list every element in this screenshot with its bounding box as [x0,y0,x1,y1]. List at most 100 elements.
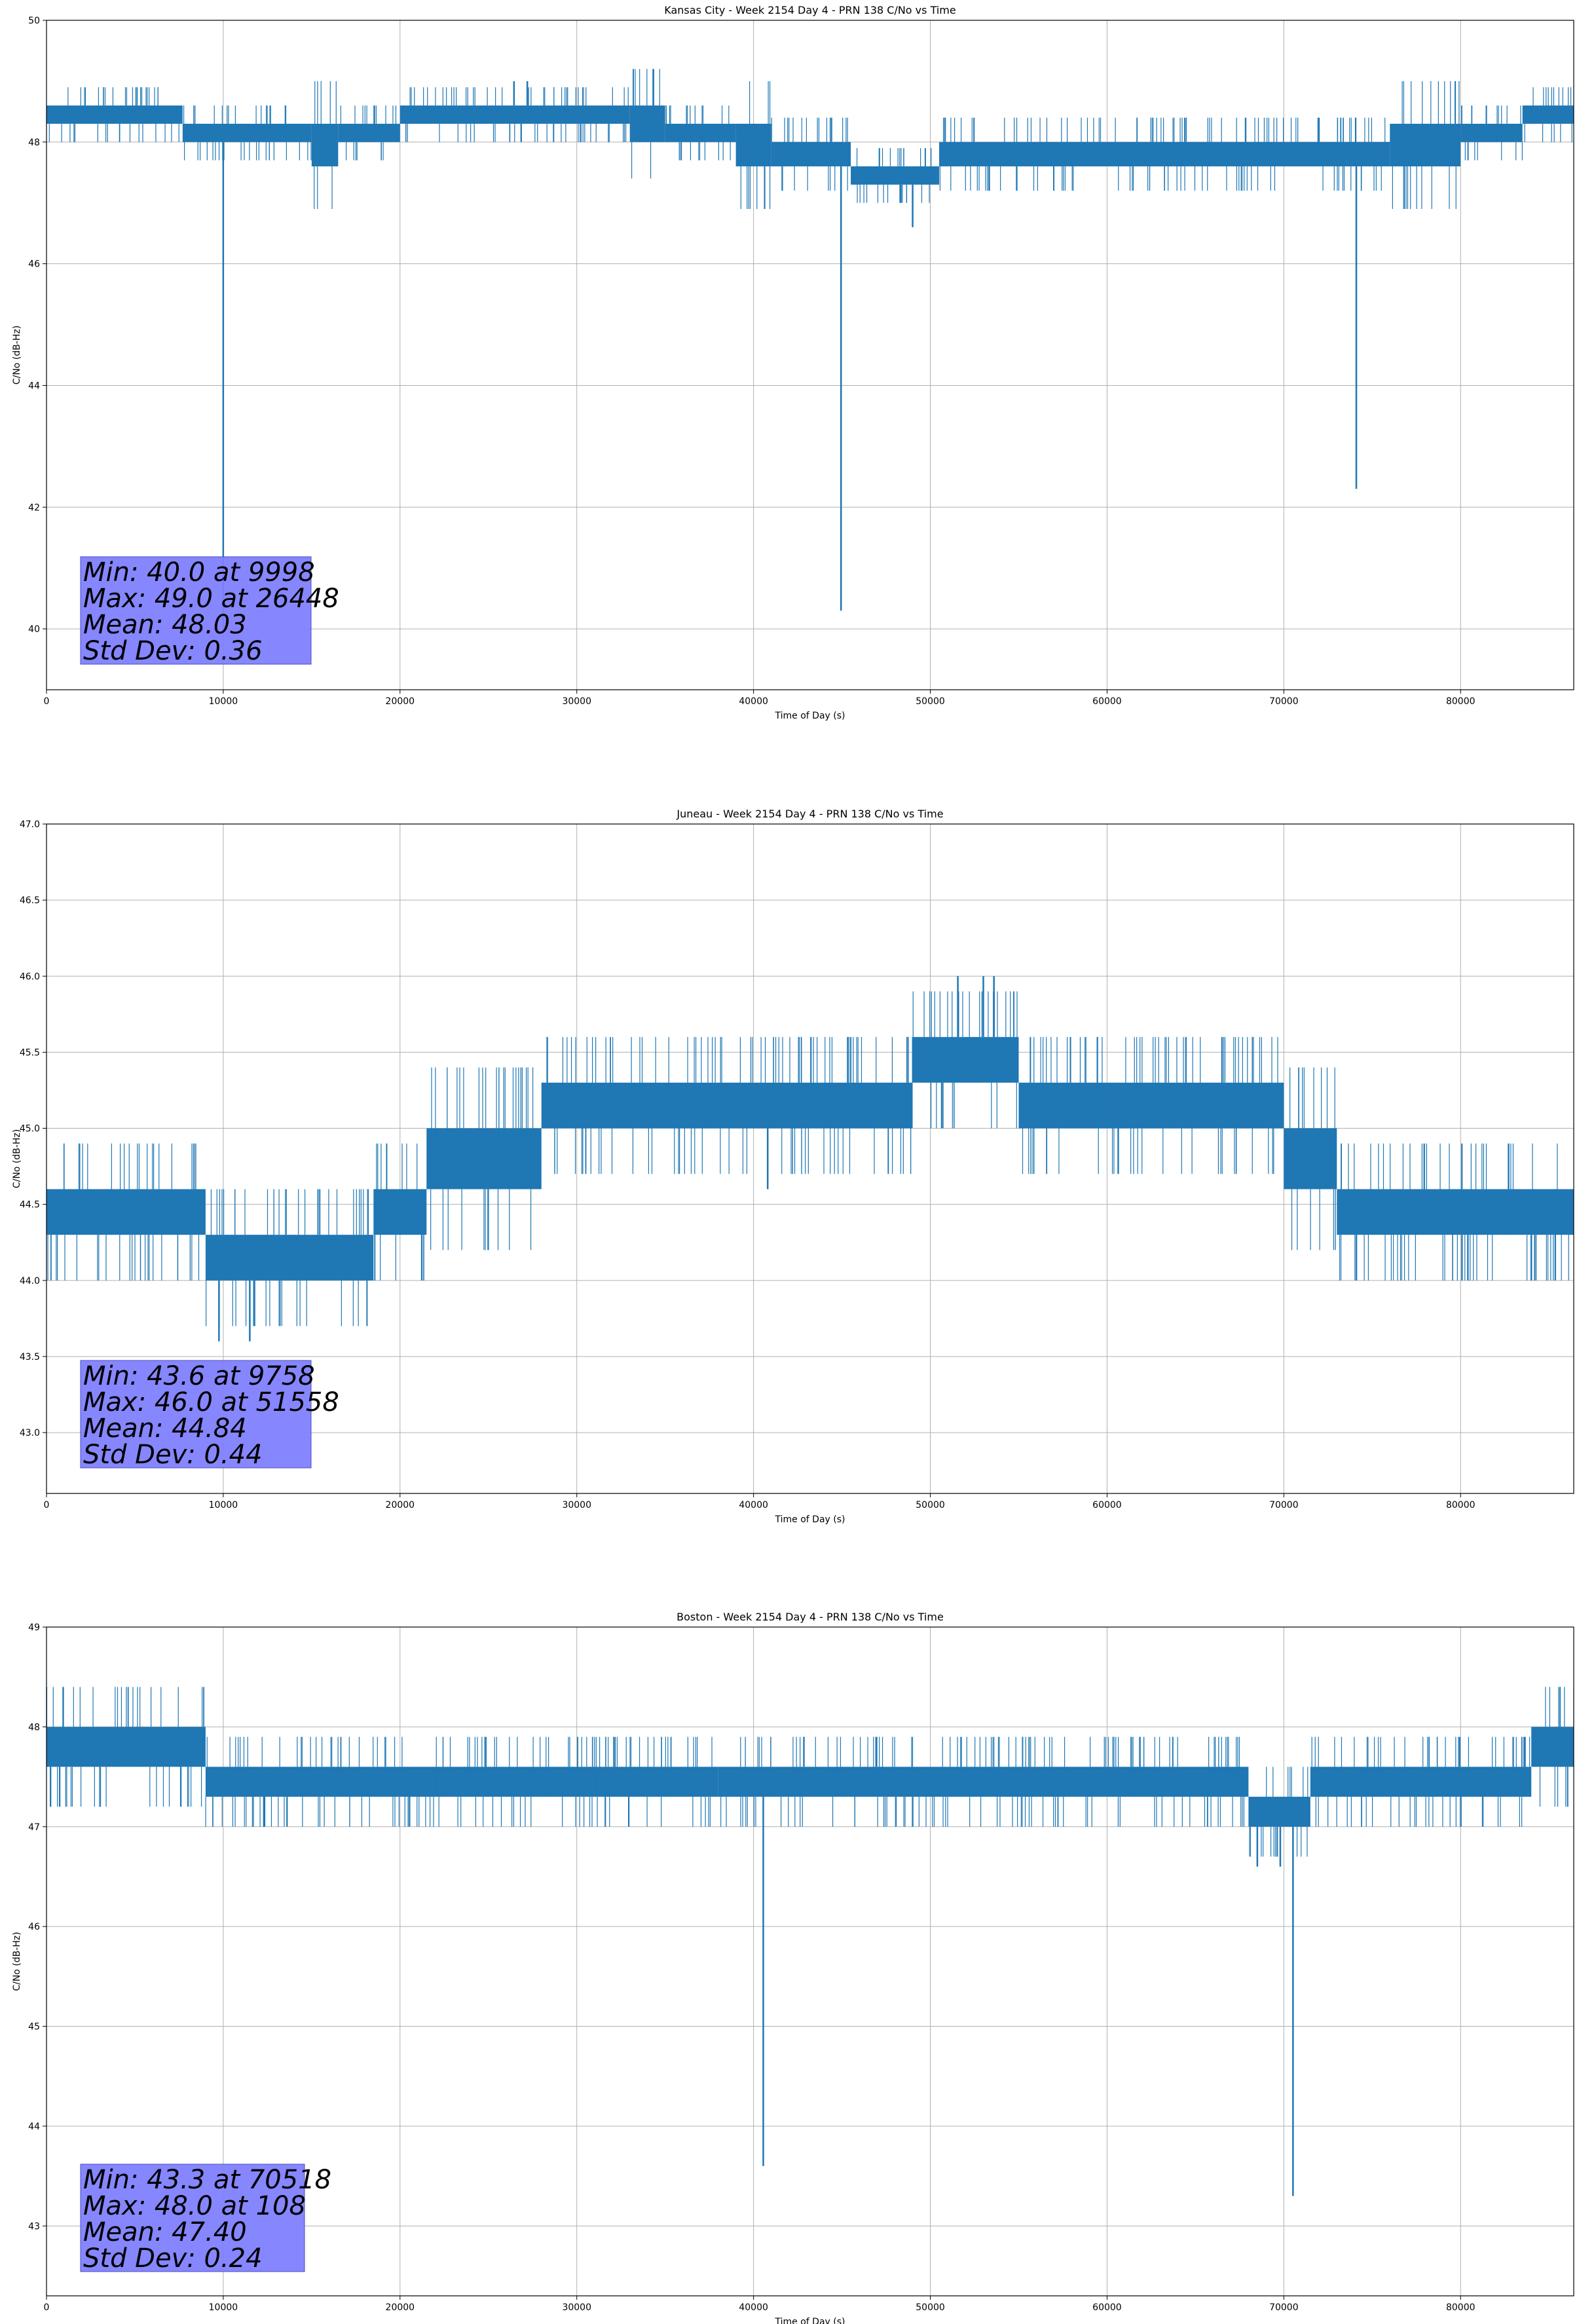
stats-line: Min: 43.3 at 70518 [83,2165,331,2195]
series-band [1390,123,1461,166]
series-band [1248,1797,1310,1827]
y-tick-label: 47.0 [20,819,40,830]
stats-box-background [80,1360,312,1469]
x-tick-label: 80000 [1446,1500,1475,1510]
chart-title: Boston - Week 2154 Day 4 - PRN 138 C/No … [677,1611,944,1623]
series-band [426,1128,542,1190]
y-tick-label: 44.5 [20,1200,40,1210]
x-axis-label: Time of Day (s) [775,2317,845,2324]
y-tick-label: 49 [28,1622,40,1633]
chart-title: Juneau - Week 2154 Day 4 - PRN 138 C/No … [676,808,943,820]
chart-panel-1: Kansas City - Week 2154 Day 4 - PRN 138 … [12,4,1574,721]
stats-line: Mean: 47.40 [83,2217,247,2247]
y-axis-label: C/No (dB-Hz) [12,1932,22,1991]
series-band [1310,1767,1532,1797]
y-tick-label: 46 [28,1922,40,1932]
series-band [939,141,1390,166]
stats-line: Min: 40.0 at 9998 [83,557,315,588]
series-band [912,1037,1019,1083]
series-band [205,1767,718,1797]
y-tick-label: 43.5 [20,1352,40,1362]
x-tick-label: 20000 [386,696,415,707]
y-tick-label: 45.5 [20,1047,40,1058]
data-series [46,976,1574,1341]
x-tick-label: 20000 [386,2302,415,2313]
y-tick-label: 46.0 [20,971,40,982]
x-tick-label: 30000 [562,696,591,707]
x-tick-label: 0 [44,696,50,707]
y-tick-label: 44 [28,381,40,391]
x-axis-label: Time of Day (s) [775,1514,845,1525]
y-tick-label: 42 [28,502,40,513]
x-axis-label: Time of Day (s) [775,711,845,721]
x-tick-label: 70000 [1269,2302,1299,2313]
y-tick-label: 45 [28,2022,40,2033]
y-axis-label: C/No (dB-Hz) [12,1129,22,1188]
y-axis-label: C/No (dB-Hz) [12,326,22,384]
series-band [1522,105,1574,124]
stats-line: Std Dev: 0.44 [83,1440,263,1470]
series-band [1531,1727,1574,1767]
series-band [851,166,940,185]
x-tick-label: 30000 [562,1500,591,1510]
y-tick-label: 46 [28,259,40,270]
axes-frame [46,1626,1574,2296]
y-tick-label: 44 [28,2122,40,2132]
chart-panel-3: Boston - Week 2154 Day 4 - PRN 138 C/No … [12,1611,1574,2324]
stats-line: Mean: 44.84 [83,1414,247,1444]
y-tick-label: 40 [28,624,40,635]
x-tick-label: 60000 [1092,1500,1122,1510]
series-band [338,123,400,142]
x-tick-label: 70000 [1269,1500,1299,1510]
x-tick-label: 80000 [1446,2302,1475,2313]
stats-line: Max: 48.0 at 108 [83,2191,306,2221]
chart-title: Kansas City - Week 2154 Day 4 - PRN 138 … [664,4,955,16]
y-tick-label: 48 [28,138,40,148]
y-tick-label: 48 [28,1722,40,1733]
series-band [665,123,736,142]
stats-box-background [80,2164,305,2272]
y-tick-label: 45.0 [20,1124,40,1134]
axes-frame [46,20,1574,690]
x-tick-label: 10000 [209,1500,238,1510]
series-band [46,1189,206,1235]
x-tick-label: 0 [44,1500,50,1510]
series-band [182,123,312,142]
series-band [735,123,771,166]
series-band [46,1727,206,1767]
x-tick-label: 60000 [1092,696,1122,707]
series-band [1460,123,1523,142]
axes-frame [46,823,1574,1494]
series-band [1036,1767,1249,1797]
x-tick-label: 40000 [739,1500,768,1510]
stats-line: Mean: 48.03 [83,610,247,640]
stats-line: Max: 46.0 at 51558 [83,1387,339,1417]
x-tick-label: 50000 [916,696,945,707]
series-band [1018,1082,1107,1129]
x-tick-label: 60000 [1092,2302,1122,2313]
y-tick-label: 43 [28,2221,40,2232]
x-tick-label: 50000 [916,1500,945,1510]
chart-panel-2: Juneau - Week 2154 Day 4 - PRN 138 C/No … [12,808,1574,1525]
stats-line: Max: 49.0 at 26448 [83,584,339,614]
series-band [1107,1082,1284,1129]
x-tick-label: 10000 [209,2302,238,2313]
stats-box-background [80,556,312,665]
x-tick-label: 70000 [1269,696,1299,707]
data-series [46,1687,1574,2196]
series-band [541,1082,913,1129]
series-band [629,105,665,142]
stats-line: Min: 43.6 at 9758 [83,1361,315,1391]
series-band [1337,1189,1574,1235]
x-tick-label: 50000 [916,2302,945,2313]
stats-line: Std Dev: 0.24 [83,2243,263,2274]
data-series [46,69,1574,629]
series-band [373,1189,427,1235]
series-band [771,141,851,166]
series-band [46,105,183,124]
stats-line: Std Dev: 0.36 [83,636,263,666]
